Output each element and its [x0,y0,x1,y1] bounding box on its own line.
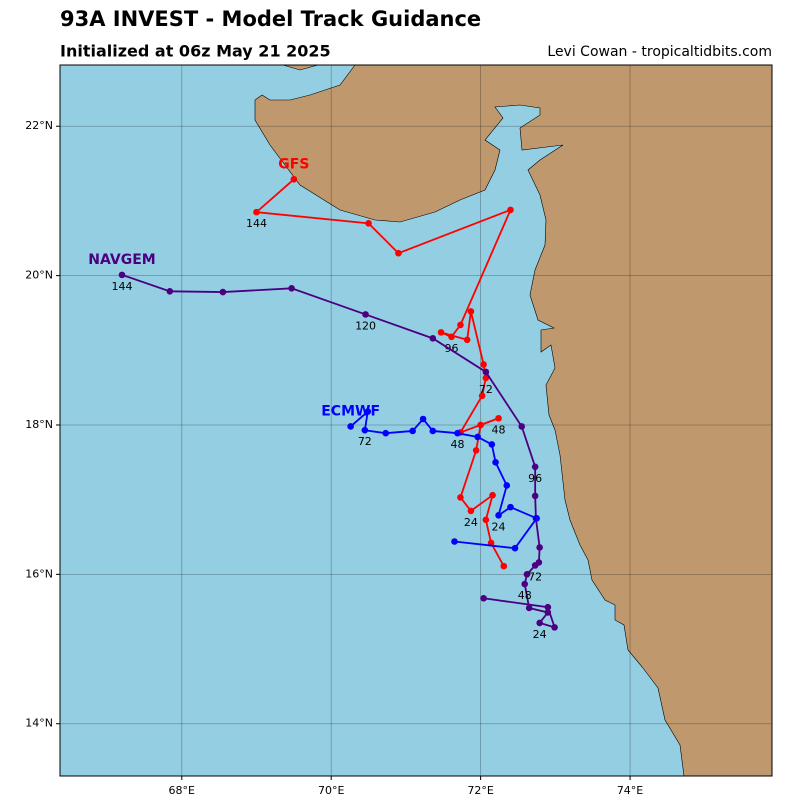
track-point [166,287,174,295]
track-point [495,414,502,422]
land [282,65,319,71]
track-point [536,619,543,627]
plot-frame [59,64,773,777]
track-point [480,594,487,602]
y-tick-label: 14°N [25,717,53,730]
x-tick-label: 72°E [467,784,493,797]
track-point [492,459,499,466]
track-point [409,427,416,435]
track-point [551,624,558,631]
track-point [347,423,354,430]
track-point [365,220,372,227]
track-point [288,285,295,292]
track-point [482,368,490,376]
hour-label: 144 [246,217,267,230]
model-label: ECMWF [321,403,380,419]
hour-label: 72 [479,383,493,396]
track-point [361,426,369,434]
hour-label: 48 [450,438,464,451]
track-point [536,544,543,551]
chart-title: 93A INVEST - Model Track Guidance [60,7,481,31]
land-layer [254,65,772,776]
track-point [429,335,437,342]
track-point [457,494,464,501]
track-point [395,249,402,257]
track-point [482,374,490,382]
x-tick-label: 74°E [617,784,643,797]
land [254,65,772,776]
track-point [511,544,519,552]
track-point [364,408,372,415]
credit: Levi Cowan - tropicaltidbits.com [547,44,772,60]
track-point [521,580,529,588]
track-point [451,538,458,545]
track-point [544,609,552,616]
track-point [463,336,471,344]
track-line [121,274,556,629]
track-point [518,423,526,430]
track-point [525,604,533,612]
track-point [503,482,511,489]
track-point [531,463,539,471]
hour-label: 48 [518,589,532,602]
track-point [467,308,475,315]
hour-label: 120 [355,319,376,332]
track-point [457,321,464,329]
track-point [448,333,455,341]
track-point [507,206,514,214]
chart-subtitle: Initialized at 06z May 21 2025 [60,42,331,61]
track-point [523,571,531,578]
track-point [488,441,496,448]
track-point [454,429,461,437]
hour-label: 24 [533,628,547,641]
track-point [478,392,486,400]
y-tick-label: 16°N [25,567,53,580]
track-point [477,421,484,429]
track-point [495,512,502,519]
track-point [429,427,437,435]
y-tick-label: 22°N [25,119,53,132]
track-point [467,507,475,515]
hour-label: 24 [464,516,478,529]
track-point [362,311,369,318]
track-point [437,329,445,336]
model-label: GFS [278,156,309,172]
y-tick-label: 18°N [25,418,53,431]
track-point [472,447,480,454]
hour-label: 72 [358,435,372,448]
hour-label: 144 [112,280,133,293]
hour-label: 72 [528,570,542,583]
x-tick-label: 70°E [318,784,344,797]
hour-label: 24 [492,520,506,533]
model-label: NAVGEM [88,252,155,268]
track-point [118,271,126,279]
track-point [535,559,543,566]
track-point [482,516,490,524]
track-point [533,515,540,522]
track-point [382,429,390,437]
track-point [544,603,552,611]
y-tick-label: 20°N [25,269,53,282]
track-point [219,288,227,296]
track-point [419,415,427,423]
hour-label: 96 [528,472,542,485]
track-point [500,562,508,570]
track-point [480,361,487,368]
hour-label: 48 [492,423,506,436]
track-point [507,503,514,511]
track-point [489,491,496,499]
x-tick-label: 68°E [169,784,195,797]
track-point [474,433,481,441]
track-point [290,175,298,183]
track-point [531,492,539,500]
track-point [253,208,260,216]
